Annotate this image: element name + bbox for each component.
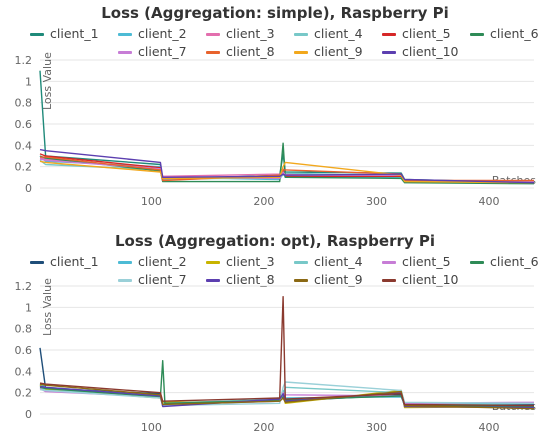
legend-item: client_9 (294, 272, 363, 287)
legend-label: client_3 (226, 26, 275, 41)
legend-label: client_4 (314, 26, 363, 41)
legend-item: client_6 (470, 26, 539, 41)
chart-title: Loss (Aggregation: simple), Raspberry Pi (101, 4, 449, 22)
legend-label: client_4 (314, 254, 363, 269)
legend-item: client_2 (118, 254, 187, 269)
y-tick-label: 0.2 (15, 161, 33, 174)
legend-swatch (294, 33, 308, 36)
x-tick-label: 300 (366, 421, 387, 434)
series-line-client_1 (39, 347, 535, 407)
legend-item: client_1 (30, 254, 99, 269)
legend-item: client_6 (470, 254, 539, 269)
legend-label: client_9 (314, 272, 363, 287)
legend-item: client_8 (206, 272, 275, 287)
legend-label: client_7 (138, 272, 187, 287)
y-axis-label: Loss Value (41, 278, 54, 336)
chart-opt: Loss (Aggregation: opt), Raspberry Pi cl… (0, 228, 550, 438)
y-tick-label: 0 (25, 182, 32, 195)
y-tick-label: 0.8 (15, 97, 33, 110)
legend-item: client_1 (30, 26, 99, 41)
legend-label: client_10 (402, 44, 459, 59)
legend-item: client_4 (294, 254, 363, 269)
legend-label: client_1 (50, 26, 99, 41)
legend-item: client_7 (118, 272, 187, 287)
legend-item: client_5 (382, 26, 451, 41)
legend-item: client_3 (206, 26, 275, 41)
legend-item: client_10 (382, 44, 459, 59)
x-tick-label: 100 (141, 421, 162, 434)
legend-label: client_9 (314, 44, 363, 59)
legend-swatch (294, 279, 308, 282)
y-tick-label: 0 (25, 408, 32, 421)
legend-swatch (470, 261, 484, 264)
x-tick-label: 200 (253, 421, 274, 434)
legend-item: client_5 (382, 254, 451, 269)
legend-label: client_7 (138, 44, 187, 59)
legend-label: client_8 (226, 272, 275, 287)
y-tick-label: 0.6 (15, 118, 33, 131)
y-tick-label: 1.2 (15, 54, 33, 67)
legend-label: client_2 (138, 26, 187, 41)
legend-label: client_5 (402, 26, 451, 41)
legend-swatch (118, 51, 132, 54)
legend-swatch (118, 279, 132, 282)
legend-swatch (382, 261, 396, 264)
y-tick-label: 0.4 (15, 365, 33, 378)
chart-simple: Loss (Aggregation: simple), Raspberry Pi… (15, 4, 539, 208)
legend-label: client_3 (226, 254, 275, 269)
legend-label: client_2 (138, 254, 187, 269)
y-tick-label: 0.8 (15, 323, 33, 336)
series-line-client_10 (39, 148, 535, 184)
legend-item: client_9 (294, 44, 363, 59)
legend-swatch (382, 33, 396, 36)
legend-item: client_7 (118, 44, 187, 59)
y-tick-label: 1 (25, 75, 32, 88)
y-tick-label: 0.2 (15, 387, 33, 400)
legend-label: client_6 (490, 254, 539, 269)
legend-label: client_5 (402, 254, 451, 269)
legend-swatch (382, 51, 396, 54)
y-axis-label: Loss Value (41, 52, 54, 110)
series-line-client_9 (39, 160, 535, 184)
x-tick-label: 400 (478, 421, 499, 434)
x-tick-label: 100 (141, 195, 162, 208)
legend-label: client_6 (490, 26, 539, 41)
legend-swatch (118, 261, 132, 264)
legend-label: client_1 (50, 254, 99, 269)
x-tick-label: 300 (366, 195, 387, 208)
legend-swatch (206, 33, 220, 36)
chart-title: Loss (Aggregation: opt), Raspberry Pi (115, 232, 435, 250)
legend-swatch (294, 261, 308, 264)
legend-swatch (206, 279, 220, 282)
y-tick-label: 1.2 (15, 280, 33, 293)
legend-label: client_8 (226, 44, 275, 59)
y-tick-label: 0.6 (15, 344, 33, 357)
y-tick-label: 0.4 (15, 139, 33, 152)
legend-swatch (382, 279, 396, 282)
legend-swatch (294, 51, 308, 54)
x-tick-label: 400 (478, 195, 499, 208)
legend-label: client_10 (402, 272, 459, 287)
legend-swatch (206, 261, 220, 264)
legend-item: client_10 (382, 272, 459, 287)
legend-swatch (30, 33, 44, 36)
legend-item: client_8 (206, 44, 275, 59)
y-tick-label: 1 (25, 301, 32, 314)
legend-swatch (30, 261, 44, 264)
legend-item: client_3 (206, 254, 275, 269)
legend-item: client_4 (294, 26, 363, 41)
x-tick-label: 200 (253, 195, 274, 208)
legend-swatch (118, 33, 132, 36)
series-line-client_10 (39, 296, 535, 407)
legend-swatch (206, 51, 220, 54)
legend-item: client_2 (118, 26, 187, 41)
legend-swatch (470, 33, 484, 36)
